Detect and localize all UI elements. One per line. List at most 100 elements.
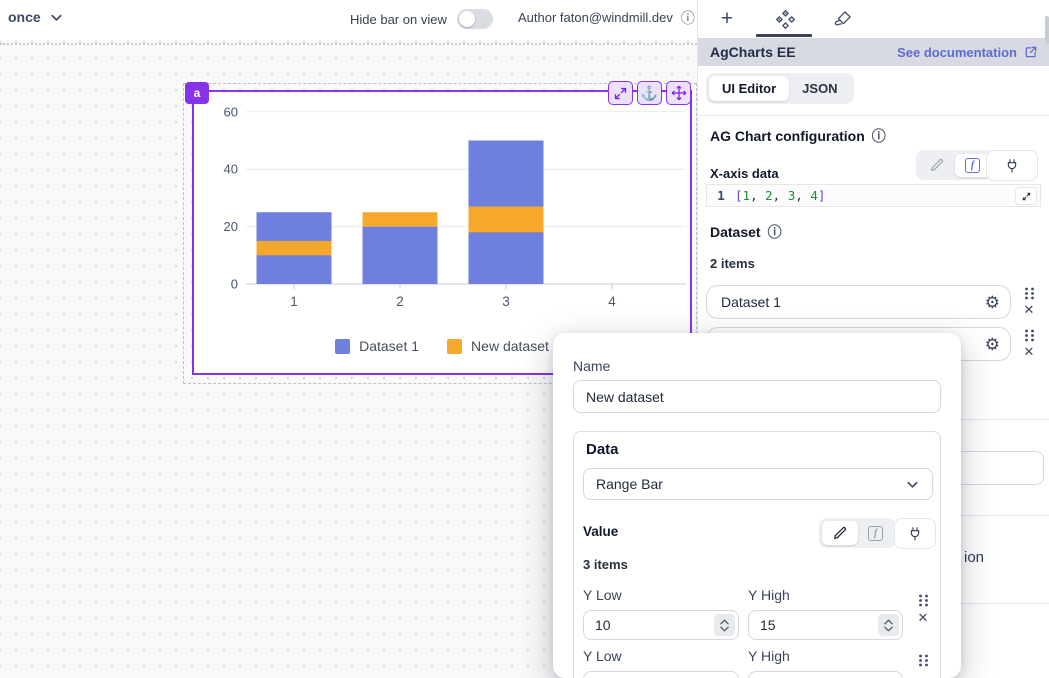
drag-handle-icon[interactable] (918, 594, 929, 607)
agcharts-component[interactable]: 0 20 40 60 1 2 3 4 Dataset 1 New dataset (192, 90, 692, 375)
svg-text:20: 20 (224, 219, 238, 234)
legend-item[interactable]: New dataset (447, 338, 549, 354)
bar-chart: 0 20 40 60 1 2 3 4 (224, 104, 686, 309)
paintbrush-icon (833, 9, 853, 29)
expression-input-button[interactable]: f (955, 153, 990, 177)
xaxis-data-label: X-axis data (710, 166, 779, 181)
dataset-name-field[interactable] (573, 380, 941, 413)
dataset-settings-popover: Name Data Range Bar Value f 3 items Y (553, 333, 961, 678)
chart-type-value: Range Bar (596, 476, 663, 492)
number-stepper[interactable] (878, 614, 899, 636)
expression-input-button[interactable]: f (858, 522, 893, 545)
expand-component-button[interactable] (608, 81, 633, 105)
active-tab-underline (756, 34, 812, 37)
svg-text:0: 0 (231, 277, 238, 292)
scrollbar-thumb[interactable] (1045, 16, 1049, 44)
static-input-button[interactable] (919, 153, 955, 177)
legend-label: New dataset (471, 338, 549, 354)
remove-dataset-icon[interactable]: ✕ (1023, 302, 1035, 317)
value-row-rail (915, 654, 931, 667)
y-low-field[interactable] (584, 617, 714, 633)
static-input-button[interactable] (822, 521, 858, 545)
y-high-label: Y High (748, 587, 790, 603)
dataset-row-rail: ✕ (1021, 287, 1037, 316)
expand-icon (613, 86, 628, 101)
remove-dataset-icon[interactable]: ✕ (1023, 344, 1035, 359)
schedule-dropdown[interactable]: once (8, 9, 64, 25)
y-high-field[interactable] (749, 617, 878, 633)
plug-icon (1004, 158, 1020, 174)
info-icon: ⓘ (767, 224, 782, 240)
remove-value-icon[interactable]: ✕ (917, 610, 929, 625)
components-icon (775, 9, 796, 30)
plug-icon (907, 526, 923, 542)
author-label: Author faton@windmill.dev (518, 10, 673, 25)
anchor-icon: ⚓ (640, 85, 659, 101)
component-id-badge[interactable]: a (185, 82, 209, 104)
tab-json[interactable]: JSON (802, 81, 838, 96)
number-stepper[interactable] (714, 614, 735, 636)
gear-icon[interactable]: ⚙ (984, 292, 1000, 312)
y-low-label: Y Low (583, 648, 622, 664)
drag-handle-icon[interactable] (1024, 287, 1035, 300)
svg-text:60: 60 (224, 104, 238, 119)
hide-bar-toggle[interactable] (456, 9, 493, 29)
move-icon (671, 85, 687, 101)
dataset-name-input[interactable] (721, 294, 985, 310)
expand-editor-button[interactable] (1015, 187, 1037, 205)
legend-swatch (335, 338, 351, 354)
function-icon: f (868, 525, 883, 541)
y-low-input (583, 610, 739, 640)
legend-item[interactable]: Dataset 1 (335, 338, 419, 354)
value-input-mode-toggle: f (819, 518, 896, 548)
gear-icon[interactable]: ⚙ (984, 334, 1000, 354)
svg-text:4: 4 (608, 294, 616, 309)
component-grid-cell-outline (183, 83, 697, 384)
svg-text:40: 40 (224, 162, 238, 177)
topbar: once Hide bar on view Author faton@windm… (0, 0, 697, 40)
editor-mode-toggle: UI Editor JSON (706, 73, 854, 104)
canvas-top-border (0, 43, 697, 45)
divider (698, 115, 1049, 116)
move-component-button[interactable] (666, 81, 691, 105)
connect-input-button[interactable] (986, 150, 1038, 181)
y-high-input (748, 610, 903, 640)
function-icon: f (965, 157, 980, 173)
tab-ui-editor[interactable]: UI Editor (709, 76, 790, 101)
component-settings-tab[interactable] (762, 4, 808, 34)
theme-tab[interactable] (820, 4, 866, 34)
stepper-up-icon (884, 619, 893, 624)
chevron-down-icon (907, 481, 918, 488)
plus-icon: + (720, 7, 734, 30)
data-section: Data Range Bar Value f 3 items Y Low Y H… (573, 431, 941, 678)
chart-legend: Dataset 1 New dataset (194, 338, 690, 354)
legend-swatch (447, 338, 463, 354)
panel-title: AgCharts EE (710, 44, 796, 60)
dataset-count: 2 items (710, 256, 755, 271)
drag-handle-icon[interactable] (918, 654, 929, 667)
anchor-component-button[interactable]: ⚓ (637, 81, 662, 105)
legend-label: Dataset 1 (359, 338, 420, 354)
name-label: Name (573, 358, 611, 374)
chart-type-select[interactable]: Range Bar (583, 468, 933, 500)
info-icon: ⓘ (871, 128, 886, 144)
see-documentation-link[interactable]: See documentation (897, 45, 1038, 60)
connect-input-button[interactable] (894, 518, 936, 549)
xaxis-code-editor[interactable]: 1 [1, 2, 3, 4] (706, 184, 1041, 207)
stepper-up-icon (720, 619, 729, 624)
hide-bar-label: Hide bar on view (350, 11, 447, 27)
author-group: Author faton@windmill.dev ⓘ (518, 10, 695, 25)
dataset-row: ⚙ (706, 285, 1011, 319)
pencil-icon (832, 525, 848, 541)
svg-text:1: 1 (290, 294, 298, 309)
value-items-count: 3 items (583, 557, 628, 572)
drag-handle-icon[interactable] (1024, 329, 1035, 342)
pencil-icon (929, 157, 945, 173)
info-icon: ⓘ (680, 9, 695, 26)
add-component-tab[interactable]: + (704, 4, 750, 34)
dataset-section-title: Dataset ⓘ (710, 224, 782, 240)
y-low-label: Y Low (583, 587, 622, 603)
svg-text:3: 3 (502, 294, 510, 309)
expand-diagonal-icon (1022, 192, 1030, 200)
data-section-label: Data (586, 441, 619, 458)
